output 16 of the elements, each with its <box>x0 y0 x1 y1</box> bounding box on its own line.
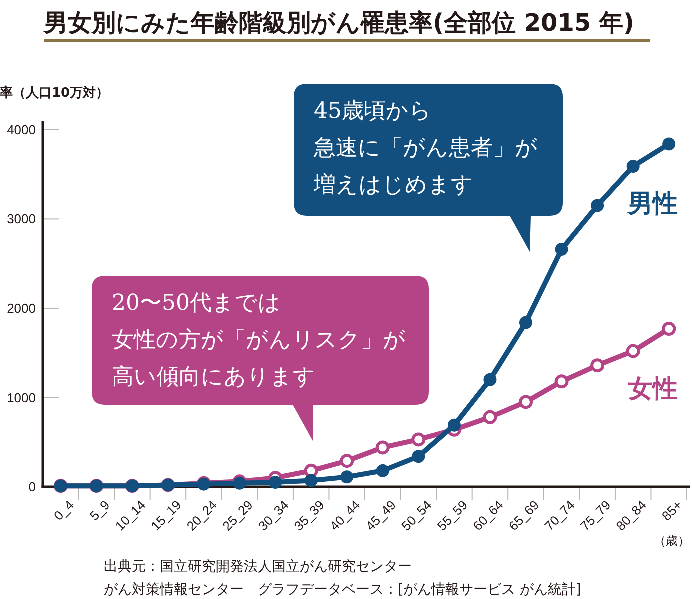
text: 出典元：国立研究開発法人国立がん研究センターがん対策情報センター グラフデータベース：[がん情報サービス がん統計] <box>104 559 582 598</box>
series-label: 女性 <box>627 374 678 403</box>
y-axis-title: 率（人口10万対） <box>0 85 110 101</box>
annotation: 20〜50代までは女性の方が「がんリスク」が高い傾向にあります <box>112 291 406 390</box>
annotation: 45歳頃から急速に「がん患者」が増えはじめます <box>313 99 538 198</box>
chart-title: 男女別にみた年齢階級別がん罹患率(全部位 2015 年) <box>43 9 634 37</box>
y-tick-label: 3000 <box>7 212 36 227</box>
y-tick-label: 4000 <box>7 122 36 138</box>
x-axis-title: （歳） <box>654 534 690 548</box>
y-tick-label: 2000 <box>7 301 36 316</box>
x-tick-label: 0_4 <box>51 498 78 524</box>
y-tick-label: 1000 <box>7 390 36 406</box>
x-tick-label: 85+ <box>659 498 686 524</box>
series-label: 男性 <box>627 189 678 218</box>
y-tick-label: 0 <box>28 480 36 495</box>
x-tick-label: 5_9 <box>86 498 113 524</box>
